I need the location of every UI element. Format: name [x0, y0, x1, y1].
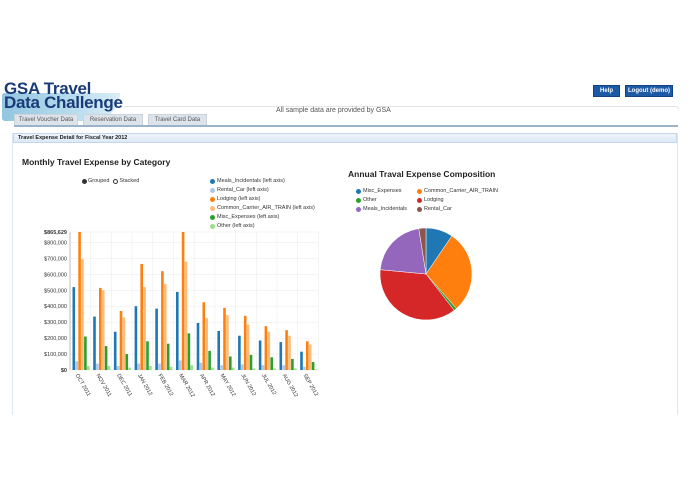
legend-label: Rental_Car (left axis)	[217, 187, 269, 193]
svg-text:MAY 2012: MAY 2012	[219, 373, 237, 398]
legend-dot-icon	[210, 206, 215, 211]
svg-text:FEB 2012: FEB 2012	[157, 373, 174, 397]
bar-chart-title: Monthly Travel Expense by Category	[22, 157, 171, 167]
legend-label: Other	[363, 197, 377, 203]
legend-dot-icon	[210, 197, 215, 202]
legend-item-other[interactable]: Other (left axis)	[210, 222, 315, 231]
gsa-logo[interactable]: GSA Travel Data Challenge	[2, 79, 124, 123]
svg-text:$0: $0	[61, 368, 67, 374]
svg-text:AUG 2012: AUG 2012	[281, 373, 299, 398]
legend-item-lodging[interactable]: Lodging (left axis)	[210, 195, 315, 204]
legend-dot-icon	[417, 189, 422, 194]
legend-label: Misc_Expenses	[363, 188, 402, 194]
tab-travel-voucher[interactable]: Travel Voucher Data	[14, 114, 78, 125]
svg-text:JUL 2012: JUL 2012	[260, 373, 277, 396]
svg-text:$600,000: $600,000	[44, 272, 67, 278]
logout-button[interactable]: Logout (demo)	[625, 85, 673, 97]
radio-selected-icon	[82, 178, 87, 184]
annual-pie-chart	[379, 227, 473, 321]
tab-travel-card[interactable]: Travel Card Data	[148, 114, 207, 125]
legend-dot-icon	[356, 189, 361, 194]
legend-label: Common_Carrier_AIR_TRAIN	[424, 188, 498, 194]
svg-text:JAN 2012: JAN 2012	[136, 373, 153, 397]
help-button[interactable]: Help	[593, 85, 620, 97]
bar-chart-legend: Meals_Incidentals (left axis) Rental_Car…	[210, 177, 315, 231]
svg-text:$300,000: $300,000	[44, 320, 67, 326]
legend-item-common-carrier[interactable]: Common_Carrier_AIR_TRAIN	[417, 187, 517, 196]
svg-text:$500,000: $500,000	[44, 288, 67, 294]
header-divider	[124, 106, 679, 109]
radio-unselected-icon	[113, 178, 119, 184]
svg-text:OCT 2011: OCT 2011	[74, 373, 92, 398]
stacked-label: Stacked	[119, 178, 140, 184]
legend-item-meals[interactable]: Meals_Incidentals	[356, 205, 417, 214]
pie-chart-legend: Misc_Expenses Common_Carrier_AIR_TRAIN O…	[356, 187, 517, 214]
tab-reservation[interactable]: Reservation Data	[83, 114, 143, 125]
legend-label: Rental_Car	[424, 206, 452, 212]
legend-label: Other (left axis)	[217, 223, 255, 229]
svg-text:SEP 2012: SEP 2012	[301, 373, 319, 397]
legend-item-lodging[interactable]: Lodging	[417, 196, 517, 205]
svg-text:$200,000: $200,000	[44, 336, 67, 342]
legend-label: Lodging	[424, 197, 444, 203]
legend-item-rental[interactable]: Rental_Car	[417, 205, 517, 214]
legend-dot-icon	[356, 198, 361, 203]
monthly-bar-chart: $0 $100,000 $200,000 $300,000 $400,000 $500,0…	[44, 230, 319, 399]
legend-label: Misc_Expenses (left axis)	[217, 214, 280, 220]
tabs-divider	[14, 125, 678, 127]
svg-text:$800,000: $800,000	[44, 240, 67, 246]
svg-text:$865,629: $865,629	[44, 230, 67, 236]
svg-text:$400,000: $400,000	[44, 304, 67, 310]
data-tabs: Travel Voucher Data Reservation Data Tra…	[14, 114, 207, 125]
legend-item-misc[interactable]: Misc_Expenses (left axis)	[210, 213, 315, 222]
legend-label: Common_Carrier_AIR_TRAIN (left axis)	[217, 205, 315, 211]
legend-item-misc[interactable]: Misc_Expenses	[356, 187, 417, 196]
legend-item-other[interactable]: Other	[356, 196, 417, 205]
svg-text:APR 2012: APR 2012	[198, 373, 216, 398]
logo-line-2: Data Challenge	[4, 93, 123, 112]
svg-text:DEC 2011: DEC 2011	[115, 373, 133, 398]
svg-text:MAR 2012: MAR 2012	[177, 373, 195, 399]
legend-label: Meals_Incidentals (left axis)	[217, 178, 285, 184]
svg-text:NOV 2011: NOV 2011	[94, 373, 112, 398]
svg-text:$100,000: $100,000	[44, 352, 67, 358]
legend-dot-icon	[210, 224, 215, 229]
legend-label: Meals_Incidentals	[363, 206, 408, 212]
stacked-radio[interactable]: Stacked	[113, 178, 139, 184]
legend-dot-icon	[417, 198, 422, 203]
legend-item-meals[interactable]: Meals_Incidentals (left axis)	[210, 177, 315, 186]
expense-panel: Travel Expense Detail for Fiscal Year 20…	[12, 133, 678, 415]
legend-label: Lodging (left axis)	[217, 196, 261, 202]
data-source-notice: All sample data are provided by GSA	[276, 107, 391, 114]
grouped-radio[interactable]: Grouped	[82, 178, 109, 184]
grouped-label: Grouped	[88, 178, 110, 184]
panel-title: Travel Expense Detail for Fiscal Year 20…	[13, 133, 677, 143]
svg-text:JUN 2012: JUN 2012	[239, 373, 256, 397]
svg-text:$700,000: $700,000	[44, 256, 67, 262]
legend-dot-icon	[210, 188, 215, 193]
legend-dot-icon	[210, 179, 215, 184]
logo-line-1: GSA Travel	[4, 79, 92, 98]
chart-mode-toggle: Grouped Stacked	[82, 178, 139, 184]
pie-chart-title: Annual Traval Expense Composition	[348, 169, 496, 179]
legend-dot-icon	[210, 215, 215, 220]
legend-item-common-carrier[interactable]: Common_Carrier_AIR_TRAIN (left axis)	[210, 204, 315, 213]
legend-dot-icon	[356, 207, 361, 212]
legend-item-rental[interactable]: Rental_Car (left axis)	[210, 186, 315, 195]
legend-dot-icon	[417, 207, 422, 212]
